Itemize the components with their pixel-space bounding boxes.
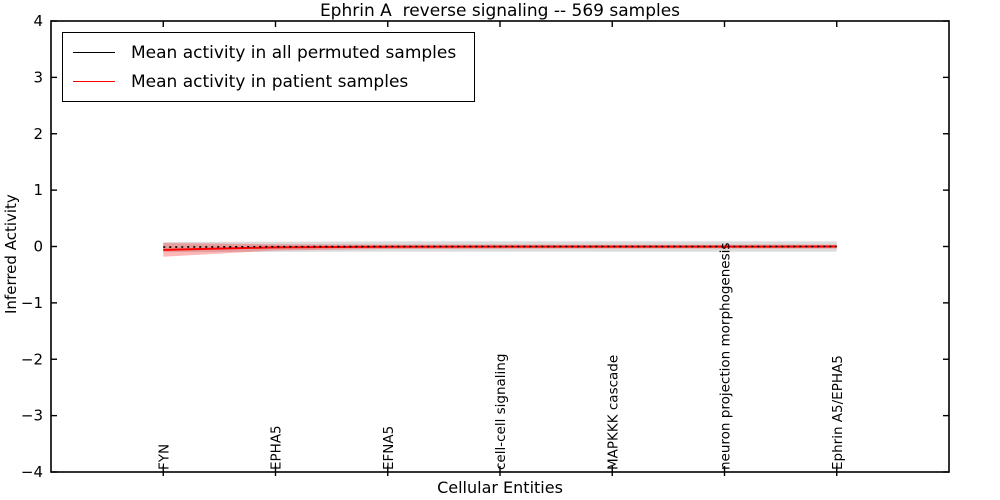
legend-label-patient: Mean activity in patient samples xyxy=(131,71,409,92)
x-tick-label: neuron projection morphogenesis xyxy=(718,243,734,470)
x-axis-label: Cellular Entities xyxy=(437,478,563,497)
y-tick-label: 2 xyxy=(33,125,43,143)
legend-label-permuted: Mean activity in all permuted samples xyxy=(131,42,457,63)
y-tick-label: 4 xyxy=(33,12,43,30)
y-tick-label: 0 xyxy=(33,238,43,256)
x-tick-label: EFNA5 xyxy=(381,426,397,470)
x-tick-label: EPHA5 xyxy=(269,425,285,470)
y-tick-label: 3 xyxy=(33,68,43,86)
y-tick-label: −2 xyxy=(21,350,43,368)
patient-line-swatch xyxy=(73,81,115,82)
permuted-mean-line xyxy=(163,245,837,248)
legend-item-patient: Mean activity in patient samples xyxy=(73,67,456,96)
legend-item-permuted: Mean activity in all permuted samples xyxy=(73,38,456,67)
y-tick-label: 1 xyxy=(33,181,43,199)
x-tick-label: MAPKKK cascade xyxy=(605,355,621,470)
chart-title: Ephrin A reverse signaling -- 569 sample… xyxy=(319,1,681,21)
y-tick-label: −1 xyxy=(21,294,43,312)
permuted-line-swatch xyxy=(73,52,115,53)
y-tick-label: −4 xyxy=(21,463,43,481)
legend-box: Mean activity in all permuted samples Me… xyxy=(62,32,476,102)
x-tick-label: Ephrin A5/EPHA5 xyxy=(830,355,846,470)
x-tick-label: cell-cell signaling xyxy=(493,354,509,470)
x-tick-label: FYN xyxy=(156,444,172,470)
y-axis-label: Inferred Activity xyxy=(2,194,20,314)
y-tick-label: −3 xyxy=(21,407,43,425)
